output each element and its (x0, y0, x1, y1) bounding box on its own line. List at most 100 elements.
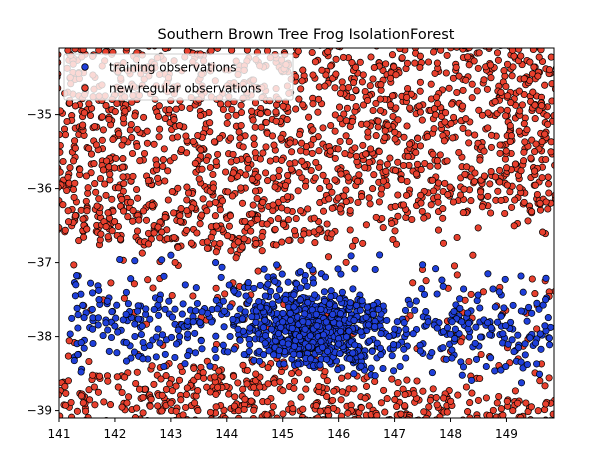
x-tick-label: 149 (495, 427, 518, 441)
regular-observation-point (364, 128, 372, 136)
training-observation-point (519, 288, 527, 296)
training-observation-point (297, 284, 305, 292)
training-observation-point (345, 327, 353, 335)
regular-observation-point (439, 205, 447, 213)
regular-observation-point (98, 136, 106, 144)
training-observation-point (544, 314, 552, 322)
training-observation-point (448, 346, 456, 354)
training-observation-point (281, 296, 289, 304)
regular-observation-point (199, 195, 207, 203)
training-observation-point (321, 273, 330, 281)
training-observation-point (225, 281, 233, 289)
regular-observation-point (548, 80, 554, 88)
training-observation-point (168, 313, 177, 321)
regular-observation-point (64, 207, 72, 215)
regular-observation-point (457, 338, 465, 346)
x-tick-label: 148 (439, 427, 462, 441)
regular-observation-point (79, 399, 87, 407)
training-observation-point (396, 362, 404, 371)
regular-observation-point (399, 201, 408, 209)
training-observation-point (523, 317, 531, 325)
regular-observation-point (283, 193, 292, 201)
regular-observation-point (487, 131, 496, 139)
regular-observation-point (249, 201, 257, 209)
regular-observation-point (70, 261, 78, 269)
regular-observation-point (133, 368, 141, 376)
regular-observation-point (241, 395, 249, 403)
regular-observation-point (98, 113, 106, 121)
training-observation-point (155, 311, 163, 319)
regular-observation-point (225, 390, 233, 398)
regular-observation-point (323, 220, 331, 228)
regular-observation-point (309, 126, 317, 134)
regular-observation-point (523, 126, 531, 134)
regular-observation-point (59, 84, 62, 92)
regular-observation-point (473, 414, 481, 418)
training-observation-point (102, 319, 110, 327)
regular-observation-point (455, 148, 463, 157)
regular-observation-point (269, 402, 277, 411)
regular-observation-point (221, 414, 229, 418)
regular-observation-point (441, 179, 449, 187)
training-observation-point (184, 352, 192, 360)
regular-observation-point (527, 403, 535, 411)
training-observation-point (288, 324, 296, 332)
regular-observation-point (348, 94, 356, 102)
regular-observation-point (238, 199, 247, 207)
regular-observation-point (365, 402, 373, 410)
training-observation-point (451, 335, 459, 343)
regular-observation-point (250, 406, 258, 414)
regular-observation-point (297, 139, 306, 147)
training-observation-point (99, 332, 107, 340)
regular-observation-point (480, 147, 488, 155)
training-observation-point (206, 362, 214, 370)
regular-observation-point (240, 235, 248, 243)
regular-observation-point (194, 407, 202, 415)
regular-observation-point (541, 130, 549, 138)
training-observation-point (346, 355, 354, 363)
regular-observation-point (90, 383, 98, 391)
regular-observation-point (477, 188, 485, 196)
regular-observation-point (437, 48, 445, 54)
regular-observation-point (67, 398, 75, 407)
regular-observation-point (369, 106, 377, 115)
y-tick-label: −36 (27, 182, 52, 196)
regular-observation-point (298, 157, 306, 165)
regular-observation-point (352, 102, 360, 111)
training-observation-point (329, 310, 337, 318)
regular-observation-point (59, 183, 62, 191)
training-observation-point (376, 344, 384, 352)
x-tick-label: 143 (159, 427, 182, 441)
regular-observation-point (154, 174, 162, 182)
regular-observation-point (283, 116, 291, 124)
training-observation-point (122, 357, 131, 365)
training-observation-point (320, 288, 328, 296)
regular-observation-point (531, 181, 539, 189)
regular-observation-point (68, 413, 76, 418)
regular-observation-point (189, 137, 197, 146)
regular-observation-point (352, 86, 360, 94)
training-observation-point (371, 372, 379, 380)
regular-observation-point (272, 108, 280, 116)
training-observation-point (451, 325, 459, 333)
training-observation-point (476, 304, 484, 312)
regular-observation-point (139, 207, 148, 215)
regular-observation-point (182, 132, 190, 140)
training-observation-point (334, 265, 342, 273)
regular-observation-point (485, 48, 493, 51)
regular-observation-point (416, 142, 425, 150)
regular-observation-point (406, 104, 414, 112)
training-observation-point (500, 304, 508, 312)
regular-observation-point (544, 120, 552, 128)
training-observation-point (260, 265, 268, 273)
regular-observation-point (340, 192, 348, 200)
regular-observation-point (171, 258, 179, 267)
regular-observation-point (118, 195, 126, 203)
regular-observation-point (183, 226, 191, 234)
regular-observation-point (262, 143, 270, 151)
training-observation-point (134, 307, 142, 315)
regular-observation-point (454, 391, 462, 399)
regular-observation-point (251, 149, 259, 157)
regular-observation-point (504, 92, 512, 100)
regular-observation-point (527, 154, 535, 162)
